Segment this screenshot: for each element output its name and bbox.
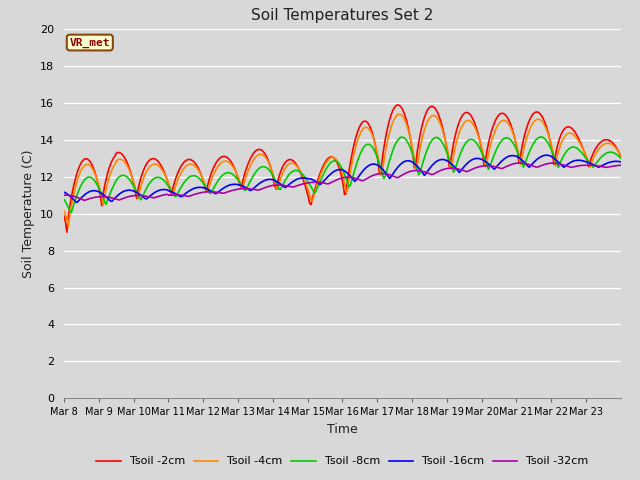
Tsoil -32cm: [458, 168, 466, 173]
Tsoil -8cm: [458, 146, 466, 152]
Line: Tsoil -4cm: Tsoil -4cm: [64, 114, 621, 227]
X-axis label: Time: Time: [327, 423, 358, 436]
Tsoil -16cm: [98, 191, 106, 196]
Tsoil -2cm: [63, 229, 71, 235]
Tsoil -32cm: [60, 192, 68, 198]
Tsoil -2cm: [81, 156, 88, 162]
Tsoil -32cm: [515, 160, 523, 166]
Tsoil -4cm: [543, 127, 550, 133]
Tsoil -32cm: [79, 197, 87, 203]
Tsoil -4cm: [617, 153, 625, 159]
Tsoil -4cm: [616, 150, 623, 156]
Text: VR_met: VR_met: [70, 37, 110, 48]
Tsoil -2cm: [616, 150, 623, 156]
Tsoil -16cm: [543, 152, 550, 158]
Tsoil -2cm: [460, 111, 468, 117]
Tsoil -16cm: [348, 175, 356, 180]
Tsoil -4cm: [348, 161, 356, 167]
Tsoil -8cm: [81, 177, 88, 183]
Tsoil -2cm: [394, 102, 402, 108]
Tsoil -32cm: [617, 162, 625, 168]
Tsoil -32cm: [81, 198, 88, 204]
Tsoil -32cm: [616, 162, 623, 168]
Tsoil -2cm: [98, 203, 106, 209]
Tsoil -4cm: [81, 163, 88, 168]
Tsoil -16cm: [616, 159, 623, 165]
Tsoil -4cm: [65, 224, 72, 229]
Tsoil -16cm: [60, 189, 68, 195]
Line: Tsoil -2cm: Tsoil -2cm: [64, 105, 621, 232]
Tsoil -8cm: [616, 154, 623, 160]
Tsoil -2cm: [348, 152, 356, 157]
Tsoil -16cm: [617, 159, 625, 165]
Y-axis label: Soil Temperature (C): Soil Temperature (C): [22, 149, 35, 278]
Tsoil -32cm: [348, 175, 356, 180]
Tsoil -8cm: [60, 197, 68, 203]
Tsoil -4cm: [60, 208, 68, 214]
Tsoil -2cm: [543, 125, 550, 131]
Tsoil -16cm: [81, 192, 88, 198]
Tsoil -16cm: [541, 152, 549, 158]
Tsoil -8cm: [98, 192, 106, 198]
Tsoil -8cm: [67, 210, 75, 216]
Tsoil -8cm: [543, 138, 550, 144]
Tsoil -16cm: [458, 166, 466, 172]
Tsoil -8cm: [617, 156, 625, 161]
Tsoil -16cm: [73, 200, 81, 205]
Tsoil -4cm: [98, 195, 106, 201]
Line: Tsoil -16cm: Tsoil -16cm: [64, 155, 621, 203]
Line: Tsoil -32cm: Tsoil -32cm: [64, 163, 621, 201]
Tsoil -4cm: [460, 120, 468, 126]
Legend: Tsoil -2cm, Tsoil -4cm, Tsoil -8cm, Tsoil -16cm, Tsoil -32cm: Tsoil -2cm, Tsoil -4cm, Tsoil -8cm, Tsoi…: [92, 452, 593, 471]
Tsoil -2cm: [60, 213, 68, 219]
Tsoil -32cm: [543, 161, 550, 167]
Tsoil -2cm: [617, 154, 625, 159]
Tsoil -8cm: [348, 177, 356, 183]
Tsoil -8cm: [537, 134, 545, 140]
Line: Tsoil -8cm: Tsoil -8cm: [64, 137, 621, 213]
Tsoil -4cm: [396, 111, 404, 117]
Tsoil -32cm: [98, 194, 106, 200]
Title: Soil Temperatures Set 2: Soil Temperatures Set 2: [252, 9, 433, 24]
